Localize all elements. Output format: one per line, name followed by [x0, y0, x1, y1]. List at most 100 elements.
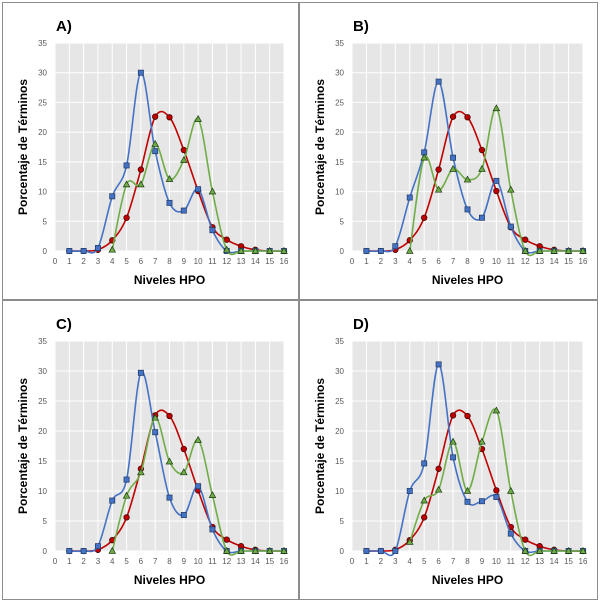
- y-tick-label: 20: [38, 128, 47, 137]
- data-point-square: [80, 248, 87, 254]
- y-tick-label: 35: [335, 337, 344, 346]
- y-tick-label: 15: [335, 457, 344, 466]
- data-point-circle: [123, 214, 130, 221]
- x-tick-label: 4: [408, 557, 413, 566]
- data-point-triangle: [579, 246, 587, 254]
- x-tick-label: 2: [379, 557, 384, 566]
- x-tick-label: 12: [222, 257, 231, 266]
- data-point-square: [392, 548, 399, 554]
- x-tick-label: 11: [208, 257, 217, 266]
- series-line-circle: [69, 110, 285, 252]
- x-tick-label: 0: [350, 257, 355, 266]
- data-point-triangle: [251, 546, 260, 554]
- data-point-circle: [435, 465, 442, 472]
- x-tick-label: 7: [153, 257, 158, 266]
- data-point-triangle: [405, 537, 414, 545]
- data-point-square: [464, 498, 471, 505]
- data-point-triangle: [265, 546, 274, 554]
- data-point-circle: [464, 114, 471, 121]
- data-point-circle: [223, 536, 230, 543]
- y-axis-title: Porcentaje de Términos: [313, 378, 327, 514]
- data-point-triangle: [165, 174, 174, 182]
- y-tick-label: 15: [335, 158, 344, 167]
- x-tick-label: 0: [53, 257, 58, 266]
- data-point-circle: [464, 412, 471, 420]
- x-tick-label: 3: [96, 557, 101, 566]
- data-point-square: [507, 530, 514, 537]
- y-tick-label: 20: [335, 427, 344, 436]
- panel-label: D): [353, 316, 369, 333]
- x-tick-label: 8: [465, 557, 470, 566]
- chart-panel-c: 0 5 10 15 20 25 30 35 0 1 2 3 4 5 6 7 8 9 10 11 12 13 14 15 16 C)…: [2, 300, 299, 600]
- x-tick-label: 3: [393, 257, 398, 266]
- data-point-triangle: [564, 546, 573, 554]
- data-point-triangle: [579, 546, 587, 554]
- data-point-triangle: [420, 153, 428, 161]
- y-tick-label: 5: [340, 517, 345, 526]
- x-tick-label: 5: [422, 257, 427, 266]
- y-tick-label: 0: [340, 247, 345, 256]
- data-point-circle: [166, 114, 173, 121]
- x-tick-label: 13: [237, 257, 246, 266]
- x-tick-label: 2: [81, 257, 86, 266]
- x-axis-title: Niveles HPO: [134, 573, 205, 587]
- data-point-square: [392, 243, 399, 250]
- data-point-square: [464, 206, 471, 213]
- data-point-triangle: [208, 187, 217, 195]
- x-tick-label: 14: [251, 257, 260, 266]
- data-point-triangle: [564, 246, 573, 254]
- panel-label: C): [56, 316, 72, 333]
- x-tick-label: 6: [436, 257, 441, 266]
- data-point-square: [493, 177, 500, 184]
- y-tick-label: 15: [38, 158, 47, 167]
- data-point-circle: [137, 166, 145, 173]
- x-tick-label: 16: [579, 557, 588, 566]
- data-point-square: [123, 162, 130, 169]
- data-point-triangle: [434, 185, 443, 193]
- data-point-triangle: [151, 413, 159, 421]
- data-point-square: [377, 248, 384, 254]
- data-point-triangle: [420, 496, 428, 504]
- data-point-square: [493, 494, 500, 500]
- data-point-triangle: [550, 546, 558, 554]
- data-point-triangle: [137, 180, 145, 188]
- x-tick-label: 1: [364, 557, 369, 566]
- x-tick-label: 15: [265, 257, 274, 266]
- data-point-triangle: [222, 546, 231, 554]
- data-point-square: [406, 194, 413, 201]
- x-tick-label: 9: [182, 257, 187, 266]
- y-tick-label: 20: [335, 128, 344, 137]
- data-point-triangle: [251, 246, 260, 254]
- data-point-square: [478, 214, 485, 221]
- y-tick-label: 10: [38, 487, 47, 496]
- data-point-square: [109, 497, 116, 504]
- y-tick-label: 10: [335, 487, 344, 496]
- data-point-square: [450, 454, 457, 461]
- data-point-square: [152, 429, 159, 436]
- data-point-square: [180, 512, 187, 518]
- y-axis-title: Porcentaje de Términos: [16, 378, 30, 514]
- data-point-circle: [421, 514, 428, 521]
- data-point-circle: [449, 412, 457, 419]
- x-tick-label: 14: [550, 557, 559, 566]
- data-point-triangle: [108, 546, 117, 554]
- data-point-square: [94, 245, 101, 251]
- data-point-triangle: [108, 245, 117, 253]
- data-point-triangle: [122, 491, 131, 499]
- data-point-triangle: [280, 246, 288, 254]
- x-tick-label: 8: [167, 257, 172, 266]
- x-tick-label: 4: [408, 257, 413, 266]
- y-tick-label: 5: [43, 217, 48, 226]
- data-point-square: [94, 543, 101, 550]
- x-tick-label: 6: [139, 557, 144, 566]
- data-point-square: [435, 361, 442, 368]
- data-point-circle: [493, 487, 500, 494]
- x-tick-label: 8: [465, 257, 470, 266]
- x-tick-label: 5: [124, 257, 129, 266]
- x-tick-label: 5: [422, 557, 427, 566]
- data-point-circle: [522, 236, 529, 243]
- y-tick-label: 30: [38, 367, 47, 376]
- data-point-square: [450, 154, 457, 161]
- data-point-square: [109, 193, 116, 200]
- data-point-square: [166, 494, 173, 501]
